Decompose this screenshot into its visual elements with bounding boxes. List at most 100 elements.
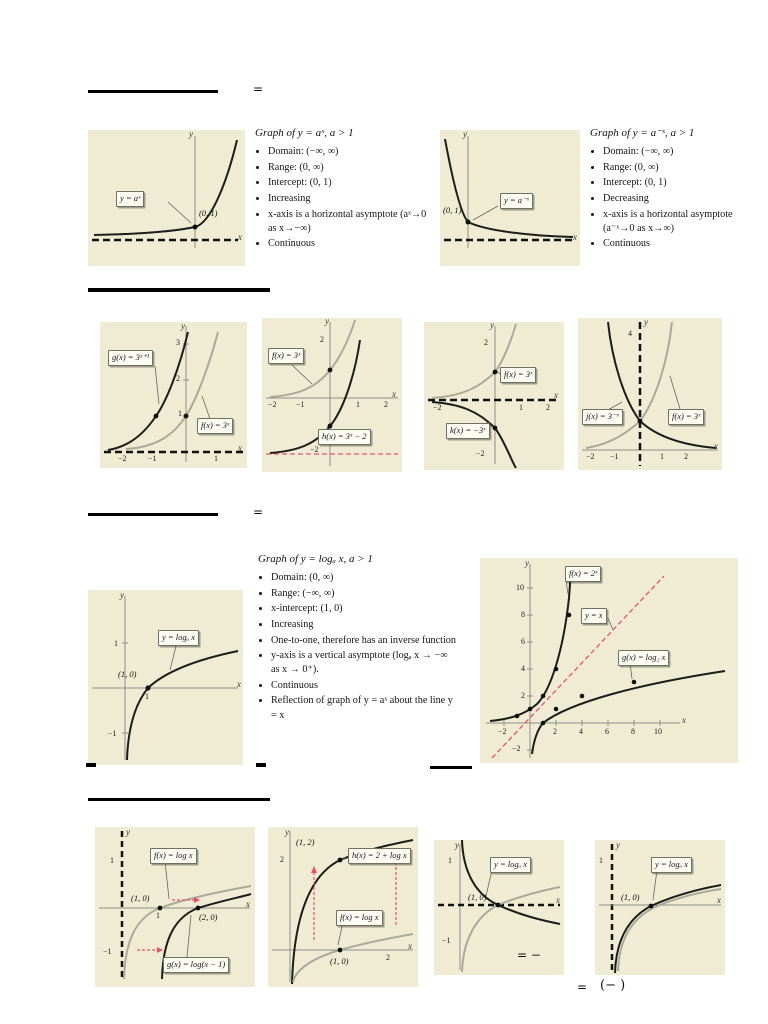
x-tick: −2 [433,403,442,412]
point-label: (2, 0) [199,912,218,922]
x-tick: 2 [546,403,550,412]
intercept-dot [192,224,198,230]
y-tick: 3 [176,338,180,347]
g-point-dot [153,413,159,419]
y-tick: 1 [599,856,603,865]
property-list: Domain: (−∞, ∞) Range: (0, ∞) Intercept:… [268,145,435,251]
log2-point-dot [553,706,559,712]
y-tick: 2 [320,335,324,344]
property-item: Continuous [603,237,762,251]
y-tick: −2 [476,449,485,458]
y-axis-letter: y [525,558,529,568]
label-leader-line [652,869,658,901]
graph-reflect-y-axis: y x j(x) = 3⁻ˣ f(x) = 3ˣ 4 −2 −1 1 2 [578,317,722,470]
equation-fragment: = [577,980,588,994]
y-tick: −2 [512,744,521,753]
property-item: Reflection of graph of y = aˣ about the … [271,694,458,722]
shift-down-plot [266,319,398,466]
label-leader-line [164,860,170,900]
exponential-decay-plot [444,136,574,248]
x-axis-letter: x [408,941,412,951]
graph-inverse-pair: y x f(x) = 2ˣ y = x g(x) = log₂ x 10 8 6… [480,558,738,763]
x-tick: −2 [498,727,507,736]
x-tick: 6 [605,727,609,736]
property-item: Continuous [268,237,435,251]
graph-shift-left: y x g(x) = 3ˣ⁺¹ f(x) = 3ˣ 3 2 1 −2 −1 1 [100,321,247,468]
y-axis-letter: y [616,840,620,850]
x-tick: −2 [268,400,277,409]
description-title: Graph of y = logₐ x, a > 1 [258,553,373,565]
shift-left-plot [104,326,243,462]
label-leader-line [496,370,501,375]
j-curve [607,321,717,449]
property-item: Decreasing [603,192,762,206]
curve-label-box: y = a⁻ˣ [500,193,533,209]
label-leader-line [169,645,177,671]
label-leader-line [201,395,211,420]
label-leader-line [341,855,348,861]
log2-point-dot [579,693,585,699]
point-label: (1, 0) [621,892,640,902]
y-tick: 1 [448,856,452,865]
log-curve [126,650,239,761]
y-tick: −1 [108,729,117,738]
decay-description: Graph of y = a⁻ˣ, a > 1 Domain: (−∞, ∞) … [590,126,762,253]
x-intercept-dot [648,903,654,909]
property-item: Continuous [271,679,458,693]
point-label: (0, 1) [443,205,462,215]
point-label: (1, 0) [131,893,150,903]
y-tick: 1 [110,856,114,865]
h-point-dot [327,423,333,429]
log2-curve [531,670,726,755]
label-leader-line [167,201,192,224]
x-axis-letter: x [717,895,721,905]
y-tick: 6 [521,637,525,646]
x-axis-letter: x [238,443,242,453]
property-item: x-axis is a horizontal asymptote (aˣ→0 a… [268,208,435,236]
y-tick: 1 [178,409,182,418]
description-title: Graph of y = aˣ, a > 1 [255,127,354,139]
identity-line-dashed [491,575,665,759]
log-shift-up-plot [272,831,414,985]
log2-point-dot [631,679,637,685]
g-label-box: g(x) = log₂ x [618,650,670,666]
shift-arrowhead [311,866,317,873]
x-tick: 2 [553,727,557,736]
y-axis-letter: y [490,320,494,330]
property-item: y-axis is a vertical asymptote (logₐ x →… [271,649,458,677]
y-tick: −1 [103,947,112,956]
property-item: Intercept: (0, 1) [603,176,762,190]
x-axis-letter: x [238,232,242,242]
y-axis-letter: y [181,321,185,331]
redacted-heading-bar [88,513,218,516]
x-tick: −1 [610,452,619,461]
h-point-dot [337,857,343,863]
y-axis-letter: y [463,129,467,139]
h-label-box: h(x) = 2 + log x [348,848,411,864]
graph-log-shift-up: y x (1, 2) h(x) = 2 + log x f(x) = log x… [268,827,418,987]
property-item: x-axis is a horizontal asymptote (a⁻ˣ→0 … [603,208,762,236]
property-item: Increasing [271,618,458,632]
x-tick: 4 [579,727,583,736]
x-axis-letter: x [237,679,241,689]
redacted-mark [430,766,472,769]
label-leader-line [154,365,160,405]
g-label-box: g(x) = log(x − 1) [163,957,230,973]
curve-label-box: y = logₐ x [490,857,532,873]
property-item: Intercept: (0, 1) [268,176,435,190]
reflect-x-plot [428,323,560,469]
y-axis-letter: y [644,317,648,327]
curve-label-box: y = logₐ x [158,630,200,646]
point-label: (1, 0) [468,892,487,902]
y-tick: 2 [280,855,284,864]
f-curve [292,933,414,983]
point-label: (1, 0) [118,669,137,679]
growth-curve [93,139,238,236]
y-tick: −1 [442,936,451,945]
graph-reflect-x-axis: y x f(x) = 3ˣ k(x) = −3ˣ 2 −2 −2 1 2 [424,320,564,470]
exponential-growth-plot [92,136,238,248]
x-tick: 1 [519,403,523,412]
y-tick: 2 [521,691,525,700]
y-tick: 1 [114,639,118,648]
x-intercept-dot [495,902,501,908]
